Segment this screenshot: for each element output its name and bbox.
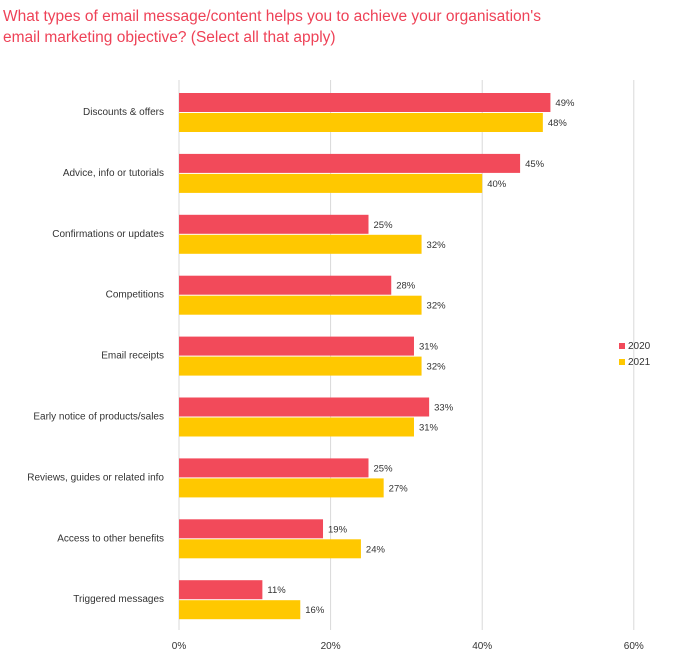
data-label-2021: 27% xyxy=(389,483,409,494)
data-label-2020: 45% xyxy=(525,159,545,170)
data-label-2020: 31% xyxy=(419,342,439,353)
bar-2021 xyxy=(179,478,384,498)
legend-label-2020: 2020 xyxy=(628,341,651,352)
bar-2020 xyxy=(179,336,414,356)
data-label-2021: 32% xyxy=(427,240,447,251)
chart-title-line-2: email marketing objective? (Select all t… xyxy=(3,29,336,46)
data-label-2020: 49% xyxy=(555,98,575,109)
x-tick-label: 20% xyxy=(321,641,341,652)
bar-2020 xyxy=(179,153,521,173)
legend-swatch-2021 xyxy=(619,359,625,365)
bar-2021 xyxy=(179,173,483,193)
data-label-2021: 32% xyxy=(427,362,447,373)
bar-2020 xyxy=(179,397,430,417)
category-label: Confirmations or updates xyxy=(52,229,164,240)
category-label: Email receipts xyxy=(101,351,164,362)
bar-2021 xyxy=(179,234,422,254)
data-label-2021: 16% xyxy=(305,605,325,616)
category-label: Access to other benefits xyxy=(57,533,164,544)
bar-2021 xyxy=(179,113,543,132)
data-label-2020: 19% xyxy=(328,524,348,535)
bar-2020 xyxy=(179,214,369,234)
data-label-2021: 31% xyxy=(419,423,439,434)
data-label-2021: 48% xyxy=(548,118,568,129)
data-label-2020: 33% xyxy=(434,403,454,414)
data-label-2021: 32% xyxy=(427,301,447,312)
bar-2021 xyxy=(179,539,361,559)
x-tick-label: 40% xyxy=(472,641,492,652)
bar-2021 xyxy=(179,295,422,315)
category-label: Early notice of products/sales xyxy=(33,412,164,423)
data-label-2020: 25% xyxy=(374,220,394,231)
bar-2020 xyxy=(179,580,263,600)
bar-2020 xyxy=(179,519,324,539)
chart-title-line-1: What types of email message/content help… xyxy=(3,8,542,25)
bar-2021 xyxy=(179,600,301,620)
legend-label-2021: 2021 xyxy=(628,357,651,368)
category-label: Competitions xyxy=(106,290,164,301)
data-label-2021: 24% xyxy=(366,544,386,555)
category-label: Advice, info or tutorials xyxy=(63,168,164,179)
data-label-2021: 40% xyxy=(487,179,507,190)
category-label: Triggered messages xyxy=(73,594,164,605)
data-label-2020: 11% xyxy=(267,585,286,596)
data-label-2020: 28% xyxy=(396,281,416,292)
chart-title: What types of email message/content help… xyxy=(3,6,663,48)
x-tick-label: 0% xyxy=(172,641,187,652)
x-tick-label: 60% xyxy=(624,641,644,652)
bar-2020 xyxy=(179,458,369,478)
bar-2020 xyxy=(179,93,551,112)
category-label: Discounts & offers xyxy=(83,107,164,118)
category-label: Reviews, guides or related info xyxy=(27,472,164,483)
data-label-2020: 25% xyxy=(374,463,394,474)
bar-2021 xyxy=(179,417,414,437)
bar-2020 xyxy=(179,275,392,295)
legend-swatch-2020 xyxy=(619,343,625,349)
bar-2021 xyxy=(179,356,422,376)
